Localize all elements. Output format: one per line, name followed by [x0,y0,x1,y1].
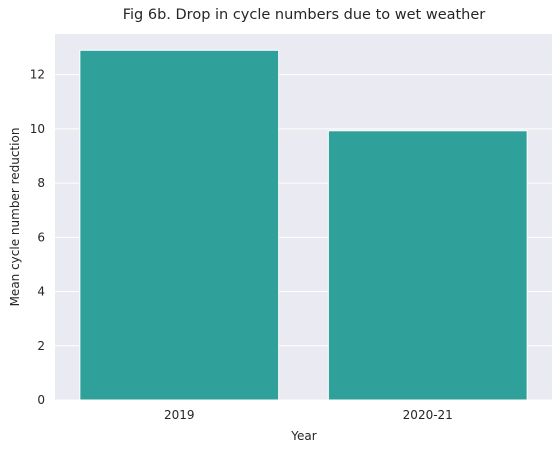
x-tick-label: 2020-21 [403,408,453,422]
bars [79,49,528,401]
y-axis-label: Mean cycle number reduction [8,128,22,307]
y-tick-label: 12 [30,68,45,82]
y-tick-label: 6 [37,230,45,244]
x-tick-label: 2019 [164,408,195,422]
bar-2020-21 [327,130,528,401]
chart-title: Fig 6b. Drop in cycle numbers due to wet… [123,7,486,23]
y-tick-label: 0 [37,393,45,407]
x-axis-label: Year [290,429,316,443]
y-tick-label: 4 [37,285,45,299]
bar-2019 [79,49,280,401]
y-tick-label: 2 [37,339,45,353]
x-axis-ticks: 2019 2020-21 [164,408,453,422]
y-tick-label: 10 [30,122,45,136]
y-tick-label: 8 [37,176,45,190]
y-axis-ticks: 0 2 4 6 8 10 12 [30,68,45,407]
